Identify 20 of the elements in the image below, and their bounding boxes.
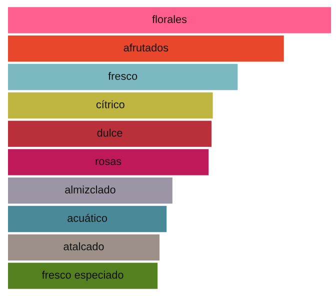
bar xyxy=(8,262,158,289)
y-tick-label: rosas xyxy=(96,159,122,166)
bar xyxy=(8,64,238,90)
bar xyxy=(8,149,209,176)
bar xyxy=(8,178,172,204)
y-tick-label: almizclado xyxy=(65,186,116,194)
bar xyxy=(8,234,160,260)
bar xyxy=(8,92,213,118)
bar xyxy=(8,7,332,34)
y-tick-label: afrutados xyxy=(124,44,168,52)
y-tick-label: dulce xyxy=(97,128,122,137)
y-tick-label: atalcado xyxy=(64,242,104,250)
bar xyxy=(8,206,167,232)
y-tick-label: acuático xyxy=(68,214,108,222)
bar xyxy=(8,120,212,147)
y-tick-label: cítrico xyxy=(96,100,124,108)
bar xyxy=(8,36,284,62)
y-tick-label: fresco especiado xyxy=(42,270,124,281)
y-tick-label: florales xyxy=(152,15,187,24)
y-tick-label: fresco xyxy=(108,72,138,80)
